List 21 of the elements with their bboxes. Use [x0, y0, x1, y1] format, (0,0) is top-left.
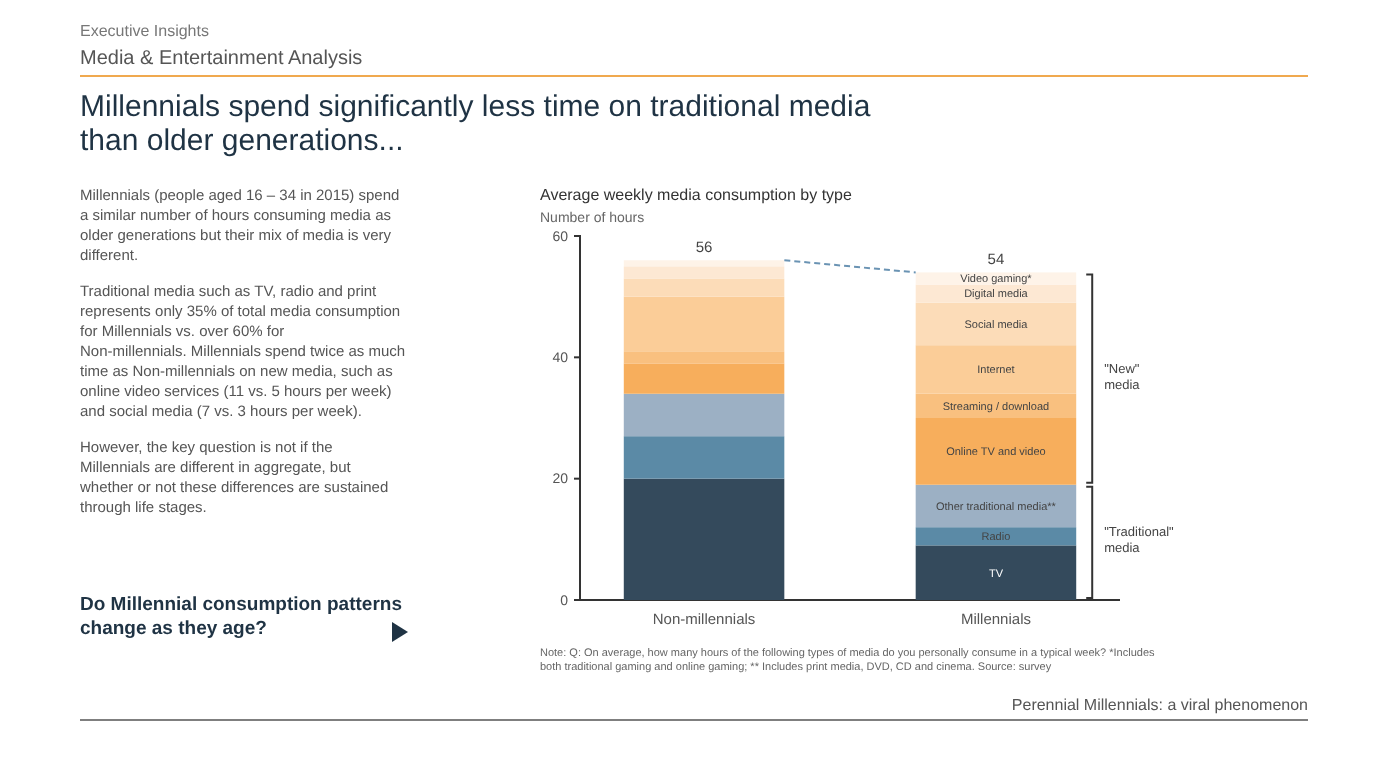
bar — [623, 278, 785, 297]
chart-subtitle: Average weekly media consumption by type — [540, 186, 853, 204]
bar — [623, 260, 785, 267]
text: Executive Insights — [80, 22, 209, 40]
bar — [915, 302, 1077, 346]
text: Do Millennial consumption patterns change as they age? — [80, 594, 402, 640]
text: Perennial Millennials: a viral phenomenon — [1011, 696, 1308, 714]
bar — [623, 393, 785, 437]
bar — [915, 545, 1077, 600]
chart-title: Millennials spend significantly less time on traditional media than older generations... — [80, 90, 872, 158]
text: Media & Entertainment Analysis — [80, 48, 363, 70]
bar — [915, 527, 1077, 546]
bar — [623, 296, 785, 352]
bar — [915, 418, 1077, 485]
bar — [623, 266, 785, 279]
bar — [915, 345, 1077, 394]
bar — [915, 484, 1077, 528]
bar — [623, 478, 785, 600]
bar — [623, 436, 785, 479]
bar — [623, 363, 785, 394]
bar — [623, 351, 785, 364]
